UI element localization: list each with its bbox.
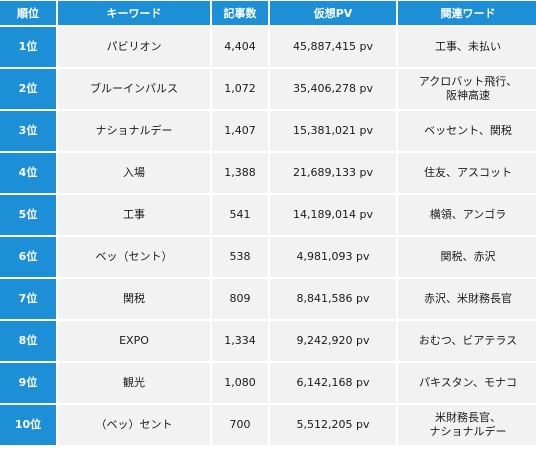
articles-cell: 700 <box>212 405 268 445</box>
rank-cell: 2位 <box>0 69 56 109</box>
related-cell: 住友、アスコット <box>398 153 536 193</box>
pv-cell: 5,512,205 pv <box>270 405 396 445</box>
articles-cell: 1,080 <box>212 363 268 403</box>
rank-cell: 5位 <box>0 195 56 235</box>
table-body: 1位 パビリオン 4,404 45,887,415 pv 工事、未払い 2位 ブルーインパル… <box>0 27 536 445</box>
rank-cell: 10位 <box>0 405 56 445</box>
table-row: 9位 観光 1,080 6,142,168 pv パキスタン、モナコ <box>0 363 536 403</box>
pv-cell: 21,689,133 pv <box>270 153 396 193</box>
keyword-cell: EXPO <box>58 321 210 361</box>
pv-cell: 35,406,278 pv <box>270 69 396 109</box>
related-cell: 赤沢、米財務長官 <box>398 279 536 319</box>
related-cell: 関税、赤沢 <box>398 237 536 277</box>
related-cell: 米財務長官、 ナショナルデー <box>398 405 536 445</box>
rank-cell: 1位 <box>0 27 56 67</box>
pv-cell: 45,887,415 pv <box>270 27 396 67</box>
keyword-cell: ベッ（セント） <box>58 237 210 277</box>
keyword-cell: 工事 <box>58 195 210 235</box>
articles-cell: 4,404 <box>212 27 268 67</box>
articles-cell: 809 <box>212 279 268 319</box>
pv-cell: 4,981,093 pv <box>270 237 396 277</box>
related-cell: ベッセント、関税 <box>398 111 536 151</box>
articles-cell: 1,334 <box>212 321 268 361</box>
keyword-cell: 入場 <box>58 153 210 193</box>
table-row: 8位 EXPO 1,334 9,242,920 pv おむつ、ビアテラス <box>0 321 536 361</box>
table-row: 6位 ベッ（セント） 538 4,981,093 pv 関税、赤沢 <box>0 237 536 277</box>
rank-cell: 8位 <box>0 321 56 361</box>
related-cell: アクロバット飛行、 阪神高速 <box>398 69 536 109</box>
articles-cell: 1,388 <box>212 153 268 193</box>
table-row: 3位 ナショナルデー 1,407 15,381,021 pv ベッセント、関税 <box>0 111 536 151</box>
articles-cell: 1,407 <box>212 111 268 151</box>
table-row: 2位 ブルーインパルス 1,072 35,406,278 pv アクロバット飛行、 阪神高… <box>0 69 536 109</box>
header-articles: 記事数 <box>212 1 268 25</box>
pv-cell: 15,381,021 pv <box>270 111 396 151</box>
rank-cell: 9位 <box>0 363 56 403</box>
related-cell: 工事、未払い <box>398 27 536 67</box>
rank-cell: 6位 <box>0 237 56 277</box>
related-cell: パキスタン、モナコ <box>398 363 536 403</box>
table-row: 5位 工事 541 14,189,014 pv 横領、アンゴラ <box>0 195 536 235</box>
rank-cell: 7位 <box>0 279 56 319</box>
header-rank: 順位 <box>0 1 56 25</box>
pv-cell: 9,242,920 pv <box>270 321 396 361</box>
table-row: 1位 パビリオン 4,404 45,887,415 pv 工事、未払い <box>0 27 536 67</box>
table-row: 7位 関税 809 8,841,586 pv 赤沢、米財務長官 <box>0 279 536 319</box>
header-related: 関連ワード <box>398 1 536 25</box>
keyword-cell: 関税 <box>58 279 210 319</box>
related-cell: おむつ、ビアテラス <box>398 321 536 361</box>
table-row: 10位 （ベッ）セント 700 5,512,205 pv 米財務長官、 ナショナルデー <box>0 405 536 445</box>
header-keyword: キーワード <box>58 1 210 25</box>
pv-cell: 8,841,586 pv <box>270 279 396 319</box>
articles-cell: 541 <box>212 195 268 235</box>
articles-cell: 538 <box>212 237 268 277</box>
related-cell: 横領、アンゴラ <box>398 195 536 235</box>
pv-cell: 6,142,168 pv <box>270 363 396 403</box>
rank-cell: 3位 <box>0 111 56 151</box>
keyword-cell: ブルーインパルス <box>58 69 210 109</box>
header-pv: 仮想PV <box>270 1 396 25</box>
keyword-cell: ナショナルデー <box>58 111 210 151</box>
table-row: 4位 入場 1,388 21,689,133 pv 住友、アスコット <box>0 153 536 193</box>
keyword-cell: パビリオン <box>58 27 210 67</box>
rank-cell: 4位 <box>0 153 56 193</box>
header-row: 順位 キーワード 記事数 仮想PV 関連ワード <box>0 1 536 25</box>
articles-cell: 1,072 <box>212 69 268 109</box>
keyword-cell: 観光 <box>58 363 210 403</box>
keyword-cell: （ベッ）セント <box>58 405 210 445</box>
pv-cell: 14,189,014 pv <box>270 195 396 235</box>
